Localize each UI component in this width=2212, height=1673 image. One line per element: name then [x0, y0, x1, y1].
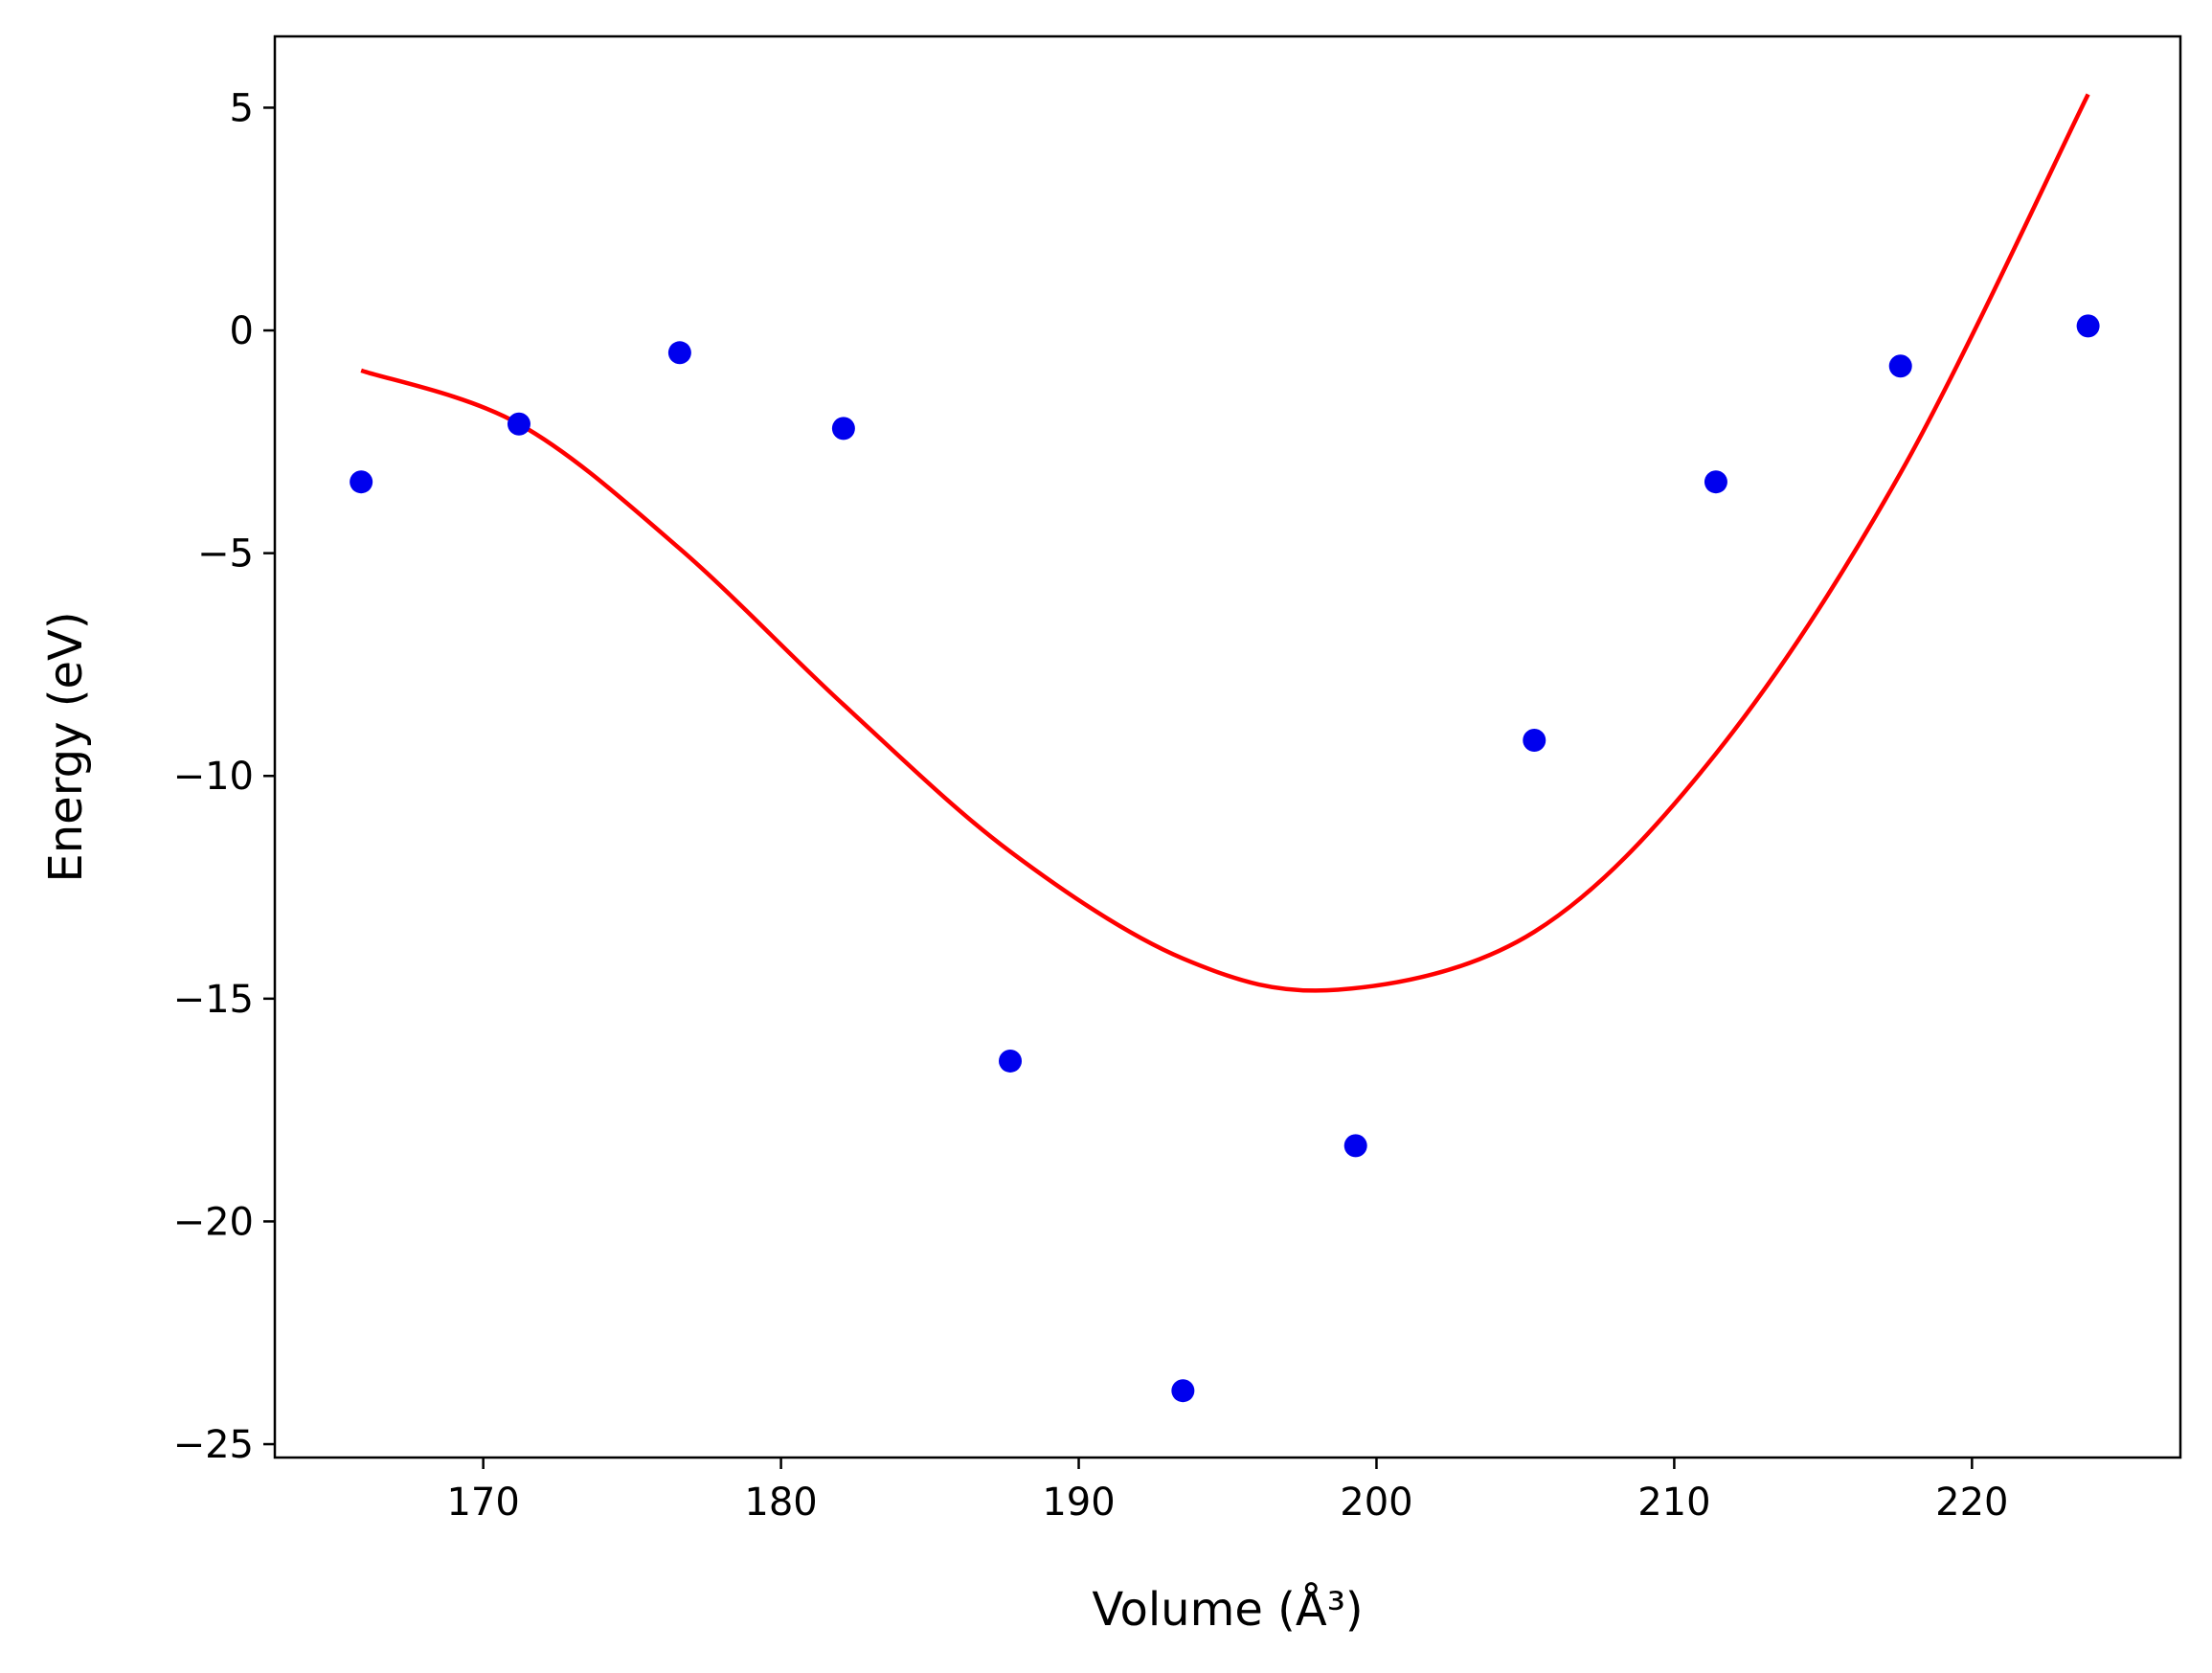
- x-tick-label: 170: [446, 1481, 519, 1525]
- x-tick-label: 200: [1340, 1481, 1412, 1525]
- data-point: [350, 470, 373, 494]
- data-point: [1888, 354, 1912, 378]
- y-tick-label: −25: [173, 1423, 254, 1467]
- data-point: [667, 341, 691, 365]
- plot-frame: [273, 34, 2182, 1459]
- data-point: [1704, 470, 1727, 494]
- y-tick-label: −20: [173, 1200, 254, 1244]
- fit-curve-line: [360, 93, 2090, 993]
- x-axis-ticks: 170 180 190 200 210 220: [446, 1458, 2009, 1525]
- data-point: [507, 412, 530, 436]
- data-point: [2076, 314, 2100, 338]
- data-point: [1343, 1134, 1367, 1158]
- y-tick-label: −10: [173, 755, 254, 799]
- x-axis-label: Volume (Å³): [1092, 1582, 1363, 1637]
- x-tick-label: 180: [744, 1481, 817, 1525]
- data-point: [1171, 1379, 1195, 1403]
- x-tick-label: 190: [1042, 1481, 1115, 1525]
- y-tick-label: 0: [230, 309, 254, 353]
- y-tick-label: −15: [173, 978, 254, 1022]
- x-tick-label: 210: [1637, 1481, 1710, 1525]
- y-axis-ticks: 5 0 −5 −10 −15 −20 −25: [173, 86, 275, 1467]
- y-axis-label: Energy (eV): [39, 611, 93, 882]
- y-tick-label: −5: [197, 532, 254, 577]
- x-tick-label: 220: [1935, 1481, 2008, 1525]
- y-tick-label: 5: [230, 86, 254, 130]
- data-point: [831, 417, 855, 441]
- data-point: [1523, 729, 1546, 753]
- plot-area: [350, 93, 2100, 1403]
- data-point: [999, 1049, 1023, 1073]
